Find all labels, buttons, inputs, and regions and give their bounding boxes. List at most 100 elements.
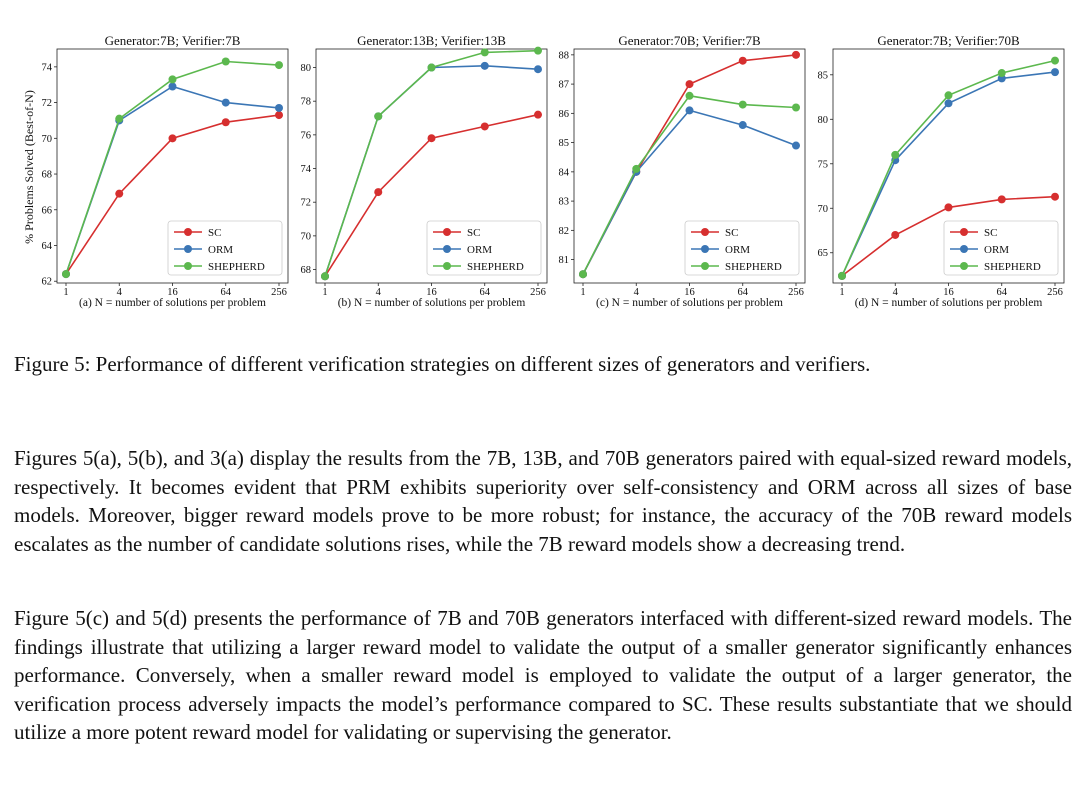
y-tick-label: 62 [42, 277, 53, 288]
legend-label-sc: SC [984, 227, 997, 239]
x-tick-label: 16 [943, 287, 954, 298]
y-tick-label: 68 [42, 170, 53, 181]
y-tick-label: 86 [559, 109, 570, 120]
x-tick-label: 4 [893, 287, 899, 298]
data-point-orm [221, 98, 230, 107]
chart-panel-3: Generator:70B; Verifier:7B 1 4 16 64 256 (c) N… [559, 33, 806, 309]
y-tick-label: 80 [301, 63, 312, 74]
x-tick-label: 4 [634, 287, 640, 298]
data-point-shepherd [62, 270, 70, 279]
y-tick-label: 68 [301, 265, 312, 276]
y-tick-label: 70 [818, 204, 829, 215]
y-axis-label: % Problems Solved (Best-of-N) [22, 90, 36, 244]
data-point-shepherd [275, 61, 283, 70]
data-point-orm [275, 103, 283, 112]
y-tick-label: 78 [301, 97, 312, 108]
y-tick-label: 64 [42, 241, 53, 252]
y-tick-label: 80 [818, 115, 829, 126]
legend-box [684, 220, 800, 276]
x-tick-label: 1 [580, 287, 585, 298]
y-tick-label: 87 [559, 80, 570, 91]
x-tick-label: 64 [738, 287, 749, 298]
legend-label-sc: SC [467, 227, 480, 239]
legend-marker-sc [443, 228, 451, 236]
x-tick-label: 64 [480, 287, 491, 298]
x-tick-label: 4 [376, 287, 382, 298]
y-tick-label: 83 [559, 197, 570, 208]
data-point-sc [168, 134, 177, 143]
legend-label-shepherd: SHEPHERD [208, 261, 265, 273]
legend-marker-orm [960, 245, 968, 253]
legend-box [167, 220, 283, 276]
data-point-shepherd [374, 112, 383, 121]
data-point-shepherd [792, 103, 800, 112]
x-tick-label: 256 [530, 287, 546, 298]
legend: SC ORM SHEPHERD [943, 220, 1059, 276]
legend-marker-orm [701, 245, 709, 253]
data-point-orm [792, 141, 800, 150]
x-tick-label: 256 [788, 287, 804, 298]
x-axis-label: (a) N = number of solutions per problem [79, 297, 266, 309]
legend-marker-sc [184, 228, 192, 236]
legend-label-shepherd: SHEPHERD [467, 261, 524, 273]
legend-marker-sc [701, 228, 709, 236]
legend: SC ORM SHEPHERD [167, 220, 283, 276]
data-point-sc [738, 56, 747, 65]
x-tick-label: 16 [426, 287, 437, 298]
legend: SC ORM SHEPHERD [684, 220, 800, 276]
data-point-shepherd [115, 114, 124, 123]
y-tick-label: 82 [559, 226, 570, 237]
y-tick-label: 66 [42, 205, 53, 216]
legend-label-orm: ORM [208, 244, 233, 256]
data-point-sc [374, 188, 383, 197]
legend-label-sc: SC [208, 227, 221, 239]
data-point-shepherd [838, 271, 846, 280]
legend-label-sc: SC [725, 227, 738, 239]
legend-marker-shepherd [960, 262, 968, 270]
data-point-orm [944, 99, 953, 108]
data-point-sc [221, 118, 230, 127]
x-tick-label: 64 [997, 287, 1008, 298]
y-tick-label: 74 [301, 164, 312, 175]
legend-box [943, 220, 1059, 276]
data-point-sc [115, 189, 124, 198]
y-tick-label: 85 [818, 70, 829, 81]
y-tick-label: 76 [301, 130, 312, 141]
data-point-sc [534, 110, 542, 119]
y-tick-label: 75 [818, 159, 829, 170]
data-point-shepherd [221, 57, 230, 66]
chart-panel-1: Generator:7B; Verifier:7B 1 4 16 64 256 (a) N … [42, 33, 289, 309]
y-tick-label: 81 [559, 255, 570, 266]
legend-marker-shepherd [184, 262, 192, 270]
x-axis-label: (d) N = number of solutions per problem [855, 297, 1043, 309]
data-point-sc [480, 122, 489, 131]
data-point-shepherd [534, 46, 542, 55]
y-tick-label: 70 [42, 134, 53, 145]
legend-marker-shepherd [701, 262, 709, 270]
data-point-shepherd [997, 69, 1006, 78]
data-point-shepherd [321, 272, 329, 281]
data-point-shepherd [168, 75, 177, 84]
x-tick-label: 4 [117, 287, 123, 298]
x-tick-label: 16 [167, 287, 178, 298]
y-tick-label: 85 [559, 138, 570, 149]
data-point-shepherd [480, 48, 489, 57]
figure-caption: Figure 5: Performance of different verif… [14, 352, 871, 376]
data-point-shepherd [632, 164, 641, 173]
data-point-sc [997, 195, 1006, 204]
legend: SC ORM SHEPHERD [426, 220, 542, 276]
x-tick-label: 256 [1047, 287, 1063, 298]
data-point-orm [1051, 68, 1059, 77]
y-tick-label: 72 [301, 198, 312, 209]
chart-title: Generator:7B; Verifier:7B [105, 33, 241, 48]
x-tick-label: 256 [271, 287, 287, 298]
paragraph-2: Figure 5(c) and 5(d) presents the perfor… [14, 606, 1072, 744]
chart-panel-2: Generator:13B; Verifier:13B 1 4 16 64 256 (b) … [301, 33, 548, 309]
legend-marker-orm [443, 245, 451, 253]
legend-marker-shepherd [443, 262, 451, 270]
data-point-shepherd [427, 63, 436, 72]
data-point-shepherd [738, 100, 747, 109]
data-point-shepherd [685, 91, 694, 100]
data-point-sc [275, 111, 283, 120]
x-tick-label: 1 [63, 287, 68, 298]
